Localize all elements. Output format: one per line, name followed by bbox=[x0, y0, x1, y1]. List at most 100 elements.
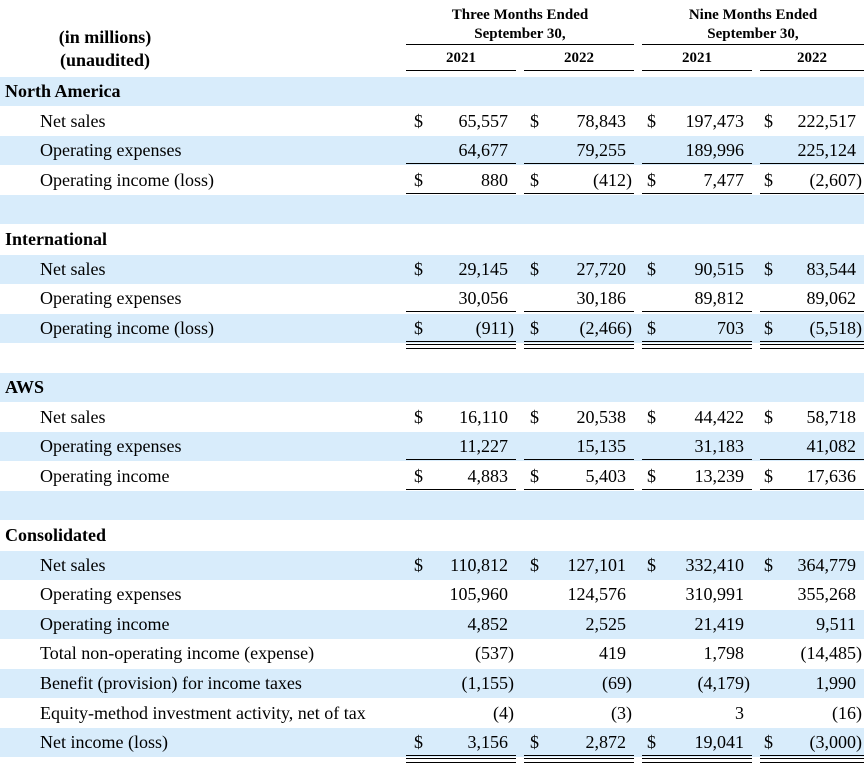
cell-value: 355,268 bbox=[797, 584, 857, 605]
value-cell: $3,156 bbox=[406, 728, 516, 763]
total-rule bbox=[524, 340, 634, 342]
row-label: Operating income bbox=[40, 465, 170, 486]
total-rule bbox=[406, 340, 516, 342]
year-rule bbox=[406, 70, 516, 71]
cell-value: 44,422 bbox=[694, 406, 745, 427]
currency-symbol: $ bbox=[647, 406, 656, 427]
row-label: Net sales bbox=[40, 258, 106, 279]
table-row: Operating income (loss) $880 $ (412) $7,477 $… bbox=[0, 166, 864, 201]
subtotal-rule bbox=[642, 163, 752, 165]
row-label: Net sales bbox=[40, 554, 106, 575]
cell-value: (4) bbox=[493, 702, 514, 723]
table-row: Benefit (provision) for income taxes (1,1… bbox=[0, 669, 864, 698]
year-rule bbox=[642, 70, 752, 71]
value-cell: 9,511 bbox=[760, 610, 864, 639]
double-rule bbox=[406, 758, 516, 763]
cell-value: 110,812 bbox=[450, 554, 508, 575]
year-rule bbox=[760, 70, 864, 71]
unaudited-label: (unaudited) bbox=[59, 50, 151, 70]
currency-symbol: $ bbox=[530, 406, 539, 427]
table-row: Net sales $16,110 $20,538 $44,422 $58,718 bbox=[0, 403, 864, 432]
nine-months-header: Nine Months Ended September 30, bbox=[642, 6, 864, 44]
value-cell: $ (412) bbox=[524, 166, 634, 201]
total-rule bbox=[642, 192, 752, 194]
currency-symbol: $ bbox=[764, 258, 773, 279]
double-rule bbox=[642, 758, 752, 763]
double-rule bbox=[406, 343, 516, 349]
cell-value: 222,517 bbox=[797, 110, 857, 131]
value-cell: 31,183 bbox=[642, 432, 752, 461]
section-header-row: Consolidated bbox=[0, 521, 864, 550]
value-cell: $880 bbox=[406, 166, 516, 201]
year-header-q-2021: 2021 bbox=[446, 50, 476, 66]
spacer-row bbox=[0, 195, 864, 225]
currency-symbol: $ bbox=[647, 317, 656, 338]
value-cell: 1,990 bbox=[760, 669, 864, 698]
value-cell: 30,056 bbox=[406, 284, 516, 313]
table-row: Net sales $29,145 $27,720 $90,515 $83,544 bbox=[0, 254, 864, 284]
table-header: (in millions) (unaudited) Three Months E… bbox=[0, 0, 864, 76]
value-cell: (4) bbox=[406, 699, 516, 728]
currency-symbol: $ bbox=[414, 110, 423, 131]
cell-value: 105,960 bbox=[449, 584, 509, 605]
value-cell: 310,991 bbox=[642, 580, 752, 609]
value-cell: 89,812 bbox=[642, 284, 752, 313]
total-rule bbox=[760, 488, 864, 490]
total-rule bbox=[642, 488, 752, 490]
spacer-row bbox=[0, 343, 864, 372]
row-label: Net sales bbox=[40, 110, 106, 131]
currency-symbol: $ bbox=[414, 317, 423, 338]
value-cell: 2,525 bbox=[524, 610, 634, 639]
cell-value: 124,576 bbox=[567, 584, 627, 605]
currency-symbol: $ bbox=[764, 465, 773, 486]
value-cell: 189,996 bbox=[642, 136, 752, 165]
cell-value: 27,720 bbox=[576, 258, 627, 279]
cell-value: 78,843 bbox=[576, 110, 627, 131]
value-cell: $78,843 bbox=[524, 107, 634, 136]
cell-value: (412) bbox=[593, 169, 632, 190]
value-cell: 89,062 bbox=[760, 284, 864, 313]
value-cell: 15,135 bbox=[524, 432, 634, 461]
currency-symbol: $ bbox=[764, 732, 773, 753]
subtotal-rule bbox=[642, 311, 752, 313]
three-months-title: Three Months Ended bbox=[451, 7, 589, 23]
value-cell: $17,636 bbox=[760, 462, 864, 497]
currency-symbol: $ bbox=[530, 169, 539, 190]
cell-value: 41,082 bbox=[806, 436, 857, 457]
cell-value: 16,110 bbox=[459, 406, 508, 427]
currency-symbol: $ bbox=[647, 258, 656, 279]
currency-symbol: $ bbox=[647, 169, 656, 190]
currency-symbol: $ bbox=[530, 258, 539, 279]
total-rule bbox=[524, 192, 634, 194]
cell-value: 30,056 bbox=[458, 288, 509, 309]
cell-value: 197,473 bbox=[685, 110, 745, 131]
total-rule bbox=[760, 755, 864, 757]
currency-symbol: $ bbox=[764, 110, 773, 131]
cell-value: 83,544 bbox=[806, 258, 857, 279]
value-cell: (4,179) bbox=[642, 669, 752, 698]
double-rule bbox=[642, 343, 752, 349]
cell-value: (3) bbox=[611, 702, 632, 723]
double-rule bbox=[760, 758, 864, 763]
three-months-date: September 30, bbox=[474, 26, 566, 42]
value-cell: $110,812 bbox=[406, 551, 516, 580]
value-cell: $90,515 bbox=[642, 255, 752, 284]
cell-value: 21,419 bbox=[694, 613, 745, 634]
currency-symbol: $ bbox=[764, 317, 773, 338]
section-header-row: AWS bbox=[0, 373, 864, 402]
value-cell: $20,538 bbox=[524, 403, 634, 432]
cell-value: 13,239 bbox=[694, 465, 745, 486]
row-label: Net sales bbox=[40, 406, 106, 427]
currency-symbol: $ bbox=[647, 465, 656, 486]
cell-value: (69) bbox=[602, 673, 632, 693]
table-row: Net sales $110,812 $127,101 $332,410 $364,77… bbox=[0, 550, 864, 580]
subtotal-rule bbox=[524, 311, 634, 313]
cell-value: (2,607) bbox=[809, 169, 863, 190]
value-cell: $4,883 bbox=[406, 462, 516, 497]
currency-symbol: $ bbox=[530, 317, 539, 338]
cell-value: (911) bbox=[475, 317, 514, 338]
row-label: Operating expenses bbox=[40, 288, 182, 309]
value-cell: 225,124 bbox=[760, 136, 864, 165]
total-rule bbox=[524, 755, 634, 757]
value-cell: $44,422 bbox=[642, 403, 752, 432]
